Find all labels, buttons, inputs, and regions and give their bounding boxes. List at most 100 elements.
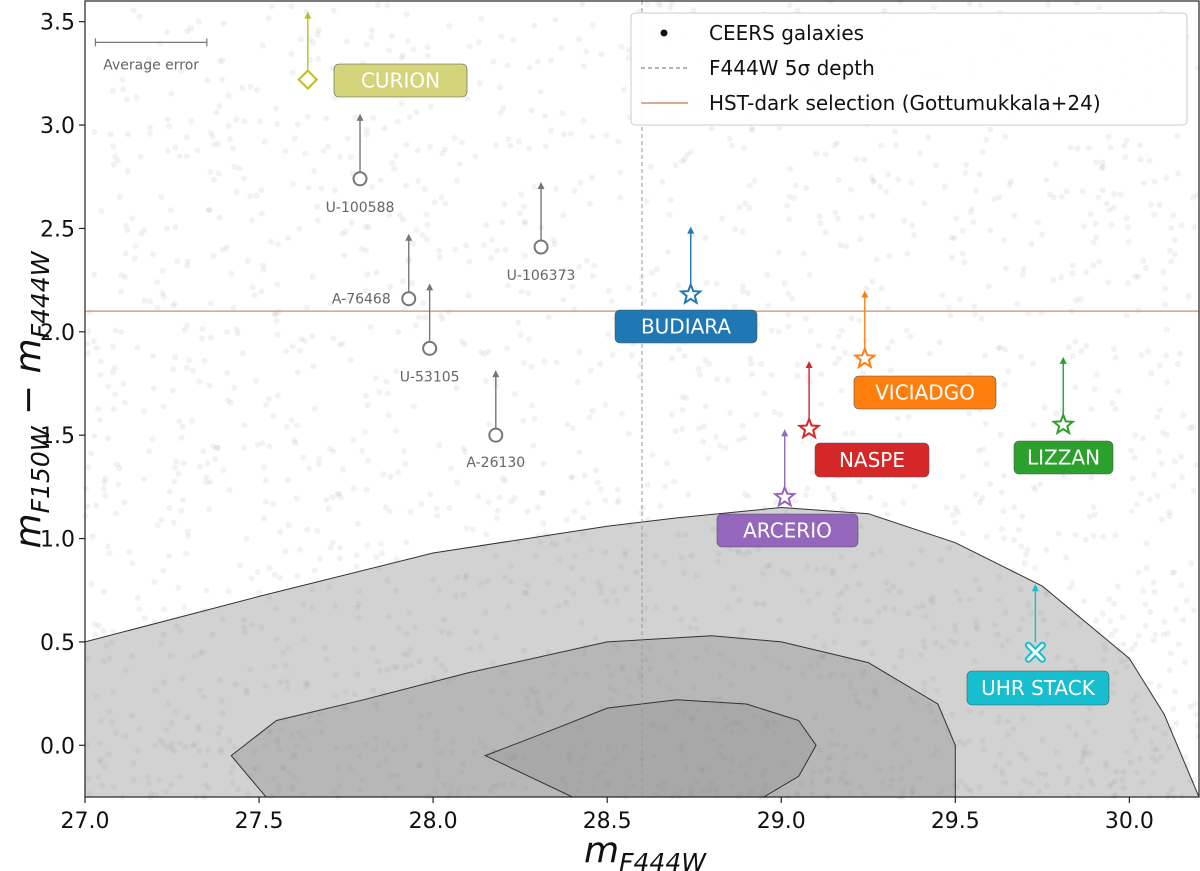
galaxy-point <box>828 741 835 748</box>
galaxy-point <box>853 616 860 623</box>
galaxy-point <box>332 692 339 699</box>
galaxy-point <box>930 675 937 682</box>
galaxy-point <box>906 695 913 702</box>
galaxy-point <box>118 329 125 336</box>
galaxy-point <box>724 376 731 383</box>
galaxy-point <box>728 682 734 689</box>
galaxy-point <box>1160 631 1167 638</box>
galaxy-point <box>363 247 370 254</box>
galaxy-point <box>481 744 488 751</box>
galaxy-point <box>972 187 979 194</box>
galaxy-point <box>202 762 209 769</box>
galaxy-point <box>605 331 612 338</box>
galaxy-point <box>225 92 232 99</box>
galaxy-point <box>784 664 791 671</box>
galaxy-point <box>551 240 558 247</box>
galaxy-point <box>713 433 720 440</box>
galaxy-point <box>771 409 778 415</box>
galaxy-point <box>576 349 583 355</box>
galaxy-point <box>505 282 512 289</box>
galaxy-point <box>669 355 675 362</box>
galaxy-point <box>1107 618 1114 625</box>
galaxy-point <box>196 378 203 385</box>
galaxy-point <box>416 314 423 321</box>
galaxy-point <box>1035 770 1042 777</box>
galaxy-point <box>838 327 845 334</box>
galaxy-point <box>284 235 291 241</box>
galaxy-point <box>843 755 850 762</box>
galaxy-point <box>122 667 129 674</box>
galaxy-point <box>354 520 361 527</box>
galaxy-point <box>306 713 313 720</box>
galaxy-point <box>1187 425 1193 431</box>
galaxy-point <box>225 588 232 595</box>
galaxy-point <box>383 378 390 385</box>
galaxy-point <box>928 708 935 715</box>
galaxy-point <box>327 544 334 551</box>
galaxy-point <box>430 674 437 681</box>
galaxy-point <box>388 32 395 39</box>
galaxy-point <box>525 702 532 709</box>
galaxy-point <box>621 86 628 93</box>
galaxy-point <box>1120 784 1127 791</box>
lower-limit-arrow-head <box>687 226 695 234</box>
galaxy-point <box>172 464 179 471</box>
galaxy-point <box>1108 221 1115 228</box>
galaxy-point <box>1145 348 1152 355</box>
galaxy-point <box>793 790 800 797</box>
galaxy-point <box>1020 266 1027 272</box>
galaxy-point <box>524 582 531 589</box>
galaxy-point <box>630 642 637 649</box>
galaxy-point <box>236 165 243 172</box>
galaxy-point <box>507 562 514 569</box>
galaxy-point <box>1147 201 1154 208</box>
galaxy-point <box>343 705 350 712</box>
galaxy-point <box>368 34 375 40</box>
galaxy-point <box>344 135 351 142</box>
galaxy-point <box>388 772 395 779</box>
galaxy-point <box>930 4 937 11</box>
galaxy-point <box>1157 407 1164 413</box>
galaxy-point <box>1174 361 1181 368</box>
galaxy-point <box>823 763 830 769</box>
galaxy-point <box>231 743 238 750</box>
galaxy-point <box>594 772 601 778</box>
galaxy-point <box>858 214 865 221</box>
galaxy-point <box>705 765 712 772</box>
galaxy-point <box>247 193 254 200</box>
galaxy-point <box>579 576 586 583</box>
galaxy-point <box>592 634 599 641</box>
galaxy-point <box>544 579 551 586</box>
galaxy-point <box>404 37 411 44</box>
galaxy-point <box>412 322 419 329</box>
galaxy-point <box>262 682 269 689</box>
galaxy-point <box>1080 223 1087 230</box>
galaxy-point <box>862 753 868 759</box>
galaxy-point <box>363 41 370 48</box>
galaxy-point <box>1011 504 1018 511</box>
galaxy-point <box>1101 641 1108 648</box>
galaxy-point <box>330 7 337 14</box>
galaxy-point <box>1151 589 1158 595</box>
galaxy-point <box>777 411 784 418</box>
galaxy-point <box>274 331 281 338</box>
galaxy-point <box>297 546 304 553</box>
galaxy-point <box>347 744 353 751</box>
galaxy-point <box>1193 191 1200 198</box>
galaxy-point <box>314 217 321 224</box>
galaxy-point <box>859 671 866 678</box>
galaxy-point <box>863 285 870 292</box>
lower-limit-arrow-head <box>426 283 434 291</box>
galaxy-point <box>409 280 416 286</box>
galaxy-point <box>251 748 257 755</box>
galaxy-point <box>688 552 695 559</box>
galaxy-point <box>169 387 176 394</box>
galaxy-point <box>91 128 98 135</box>
galaxy-point <box>586 414 593 421</box>
galaxy-point <box>110 143 117 150</box>
galaxy-point <box>862 618 869 625</box>
galaxy-point <box>282 548 289 555</box>
galaxy-point <box>738 762 745 769</box>
galaxy-point <box>298 336 305 342</box>
galaxy-point <box>427 491 434 498</box>
